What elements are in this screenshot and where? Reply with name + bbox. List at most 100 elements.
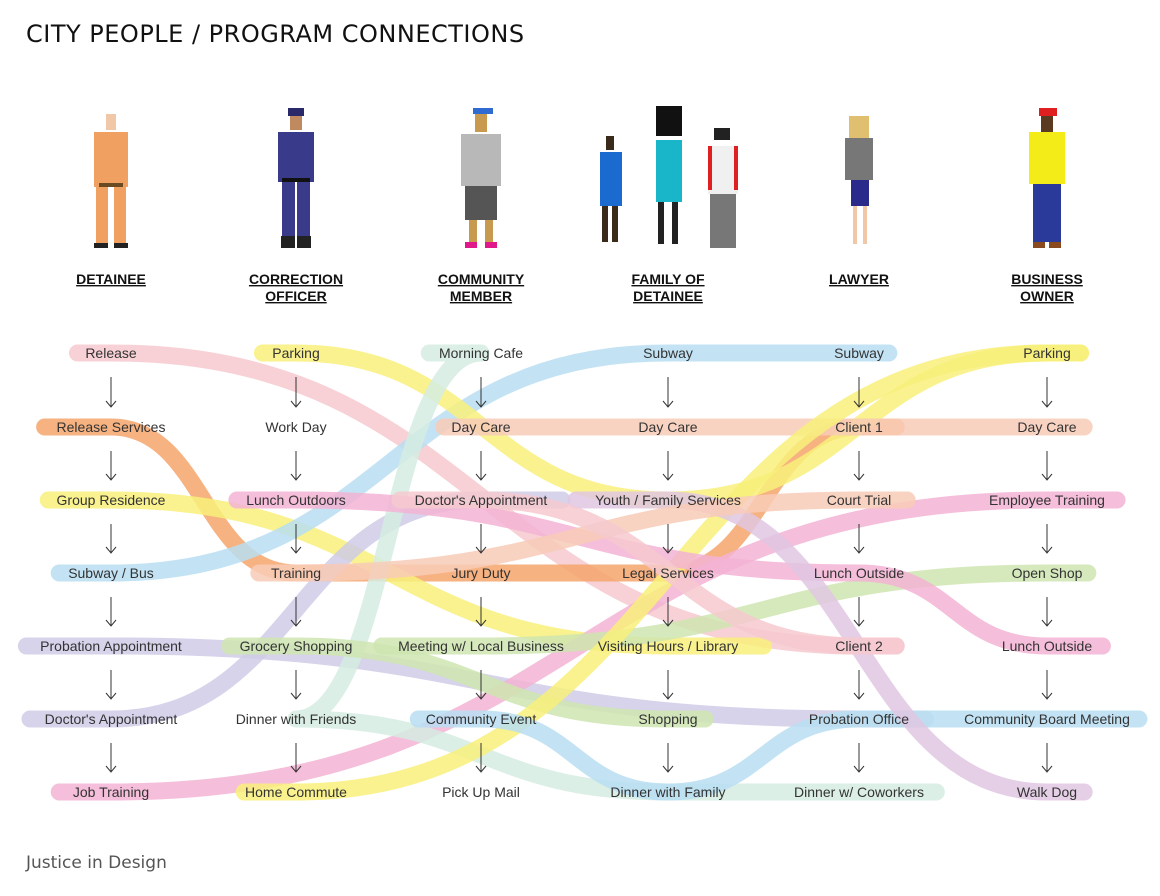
column-label: DETAINEE bbox=[76, 271, 146, 287]
connection-ribbon bbox=[221, 637, 714, 728]
down-arrow-icon bbox=[290, 743, 302, 773]
activity-node: Subway bbox=[834, 345, 884, 361]
down-arrow-icon bbox=[662, 524, 674, 554]
activity-node: Meeting w/ Local Business bbox=[398, 638, 564, 654]
activity-node: Employee Training bbox=[989, 492, 1105, 508]
activity-node: Jury Duty bbox=[451, 565, 510, 581]
activity-node: Legal Services bbox=[622, 565, 714, 581]
activity-node: Parking bbox=[272, 345, 319, 361]
flow-arrows bbox=[105, 377, 1053, 773]
down-arrow-icon bbox=[105, 670, 117, 700]
connection-ribbon bbox=[250, 491, 916, 582]
down-arrow-icon bbox=[853, 377, 865, 408]
column-label: MEMBER bbox=[450, 288, 512, 304]
activity-node: Training bbox=[271, 565, 321, 581]
activity-node: Lunch Outdoors bbox=[246, 492, 346, 508]
activity-node: Community Board Meeting bbox=[964, 711, 1130, 727]
activity-node: Walk Dog bbox=[1017, 784, 1077, 800]
footer-credit: Justice in Design bbox=[26, 853, 167, 873]
activity-node: Subway bbox=[643, 345, 693, 361]
down-arrow-icon bbox=[105, 743, 117, 773]
connection-ribbon bbox=[50, 344, 898, 582]
activity-node: Youth / Family Services bbox=[595, 492, 741, 508]
down-arrow-icon bbox=[105, 597, 117, 627]
down-arrow-icon bbox=[290, 670, 302, 700]
down-arrow-icon bbox=[105, 451, 117, 481]
down-arrow-icon bbox=[475, 524, 487, 554]
down-arrow-icon bbox=[662, 451, 674, 481]
down-arrow-icon bbox=[853, 670, 865, 700]
down-arrow-icon bbox=[662, 743, 674, 773]
community-member-figure-icon bbox=[461, 108, 501, 248]
activity-node: Group Residence bbox=[57, 492, 166, 508]
column-label: OFFICER bbox=[265, 288, 326, 304]
connection-ribbon bbox=[287, 344, 945, 801]
connection-ribbon bbox=[36, 418, 905, 582]
down-arrow-icon bbox=[475, 597, 487, 627]
connection-ribbon bbox=[373, 564, 1097, 655]
down-arrow-icon bbox=[853, 524, 865, 554]
activity-node: Client 1 bbox=[835, 419, 883, 435]
down-arrow-icon bbox=[662, 377, 674, 408]
down-arrow-icon bbox=[1041, 377, 1053, 408]
activity-node: Open Shop bbox=[1012, 565, 1083, 581]
activity-node: Probation Appointment bbox=[40, 638, 182, 654]
connection-ribbon bbox=[409, 710, 1148, 801]
activity-node: Community Event bbox=[426, 711, 537, 727]
business-owner-figure-icon bbox=[1029, 108, 1065, 248]
down-arrow-icon bbox=[1041, 451, 1053, 481]
column-label: CORRECTION bbox=[249, 271, 343, 287]
activity-node: Day Care bbox=[451, 419, 510, 435]
activity-node: Day Care bbox=[1017, 419, 1076, 435]
connection-ribbon bbox=[391, 491, 905, 655]
down-arrow-icon bbox=[475, 377, 487, 408]
down-arrow-icon bbox=[1041, 670, 1053, 700]
activity-node: Doctor's Appointment bbox=[415, 492, 548, 508]
activity-node: Release bbox=[85, 345, 137, 361]
activity-node: Release Services bbox=[57, 419, 166, 435]
activity-node: Parking bbox=[1023, 345, 1070, 361]
connection-ribbon bbox=[228, 491, 1111, 655]
activity-node: Lunch Outside bbox=[814, 565, 904, 581]
activity-node: Dinner w/ Coworkers bbox=[794, 784, 924, 800]
activity-node: Probation Office bbox=[809, 711, 909, 727]
down-arrow-icon bbox=[662, 670, 674, 700]
down-arrow-icon bbox=[290, 597, 302, 627]
activity-node: Dinner with Family bbox=[610, 784, 725, 800]
correction-officer-figure-icon bbox=[278, 108, 314, 248]
activity-node: Work Day bbox=[265, 419, 326, 435]
column-label: FAMILY OF bbox=[631, 271, 705, 287]
activity-node: Home Commute bbox=[245, 784, 347, 800]
activity-node: Shopping bbox=[638, 711, 697, 727]
activity-node: Subway / Bus bbox=[68, 565, 154, 581]
down-arrow-icon bbox=[853, 451, 865, 481]
people-figures bbox=[94, 106, 1065, 248]
activity-node: Pick Up Mail bbox=[442, 784, 520, 800]
down-arrow-icon bbox=[290, 524, 302, 554]
family-figures-icon bbox=[600, 106, 738, 248]
down-arrow-icon bbox=[1041, 524, 1053, 554]
activity-node: Morning Cafe bbox=[439, 345, 523, 361]
down-arrow-icon bbox=[105, 377, 117, 408]
activity-node: Court Trial bbox=[827, 492, 892, 508]
down-arrow-icon bbox=[853, 597, 865, 627]
activity-node: Day Care bbox=[638, 419, 697, 435]
down-arrow-icon bbox=[1041, 597, 1053, 627]
down-arrow-icon bbox=[475, 743, 487, 773]
column-label: COMMUNITY bbox=[438, 271, 525, 287]
column-label: BUSINESS bbox=[1011, 271, 1083, 287]
down-arrow-icon bbox=[853, 743, 865, 773]
activity-node: Client 2 bbox=[835, 638, 883, 654]
down-arrow-icon bbox=[475, 451, 487, 481]
page-title: CITY PEOPLE / PROGRAM CONNECTIONS bbox=[26, 20, 525, 48]
down-arrow-icon bbox=[105, 524, 117, 554]
down-arrow-icon bbox=[1041, 743, 1053, 773]
column-label: LAWYER bbox=[829, 271, 889, 287]
activity-node: Job Training bbox=[73, 784, 149, 800]
activity-node: Grocery Shopping bbox=[240, 638, 353, 654]
detainee-figure-icon bbox=[94, 114, 128, 248]
down-arrow-icon bbox=[290, 451, 302, 481]
column-label: OWNER bbox=[1020, 288, 1074, 304]
down-arrow-icon bbox=[662, 597, 674, 627]
